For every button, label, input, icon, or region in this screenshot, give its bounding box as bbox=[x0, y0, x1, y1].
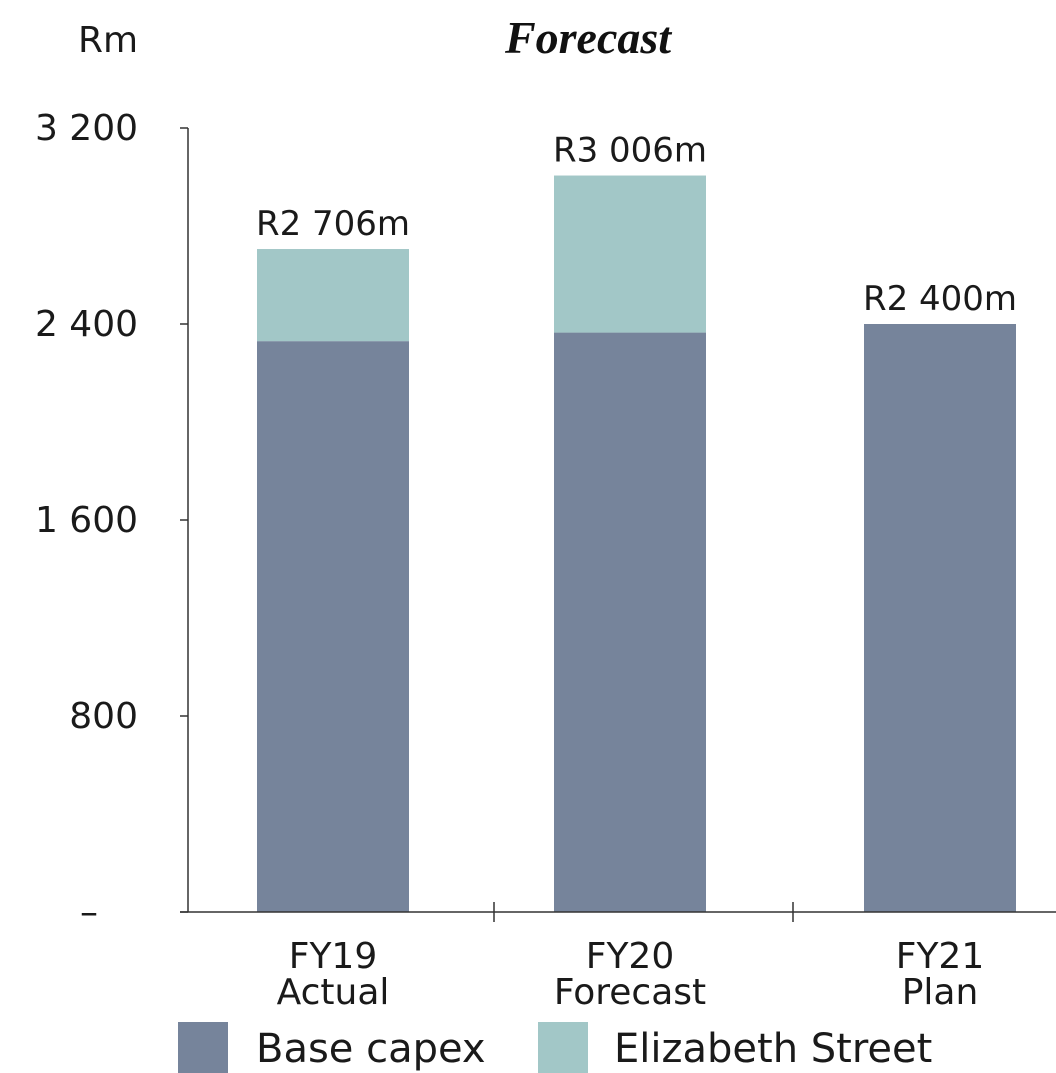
y-tick-label-2400: 2 400 bbox=[35, 304, 138, 345]
bar-elizabeth-street-fy20 bbox=[554, 175, 706, 333]
bars-layer bbox=[257, 175, 1016, 912]
y-tick-label-800: 800 bbox=[69, 696, 138, 737]
y-axis-label: Rm bbox=[78, 20, 138, 61]
bar-base-capex-fy21 bbox=[864, 324, 1016, 912]
bar-base-capex-fy19 bbox=[257, 341, 409, 912]
x-tick-label-fy20-1: FY20 bbox=[586, 936, 675, 977]
y-tick-label-3200: 3 200 bbox=[35, 108, 138, 149]
bar-elizabeth-street-fy19 bbox=[257, 249, 409, 342]
legend: Base capex Elizabeth Street bbox=[178, 1022, 932, 1073]
legend-swatch-elizabeth-street bbox=[538, 1022, 588, 1073]
x-tick-label-fy21-2: Plan bbox=[902, 972, 979, 1013]
data-label-fy19: R2 706m bbox=[256, 204, 410, 244]
legend-label-elizabeth-street: Elizabeth Street bbox=[614, 1026, 932, 1072]
axes-layer: – 800 1 600 2 400 3 200 bbox=[35, 108, 1056, 933]
legend-label-base-capex: Base capex bbox=[256, 1026, 486, 1072]
x-tick-label-fy19-1: FY19 bbox=[289, 936, 378, 977]
y-tick-label-0: – bbox=[80, 892, 98, 933]
legend-swatch-base-capex bbox=[178, 1022, 228, 1073]
x-tick-label-fy21-1: FY21 bbox=[896, 936, 985, 977]
x-tick-label-fy20-2: Forecast bbox=[554, 972, 706, 1013]
data-label-fy21: R2 400m bbox=[863, 279, 1017, 319]
chart-title: Forecast bbox=[504, 12, 672, 63]
y-tick-label-1600: 1 600 bbox=[35, 500, 138, 541]
bar-base-capex-fy20 bbox=[554, 332, 706, 912]
data-label-fy20: R3 006m bbox=[553, 131, 707, 171]
x-tick-label-fy19-2: Actual bbox=[277, 972, 390, 1013]
